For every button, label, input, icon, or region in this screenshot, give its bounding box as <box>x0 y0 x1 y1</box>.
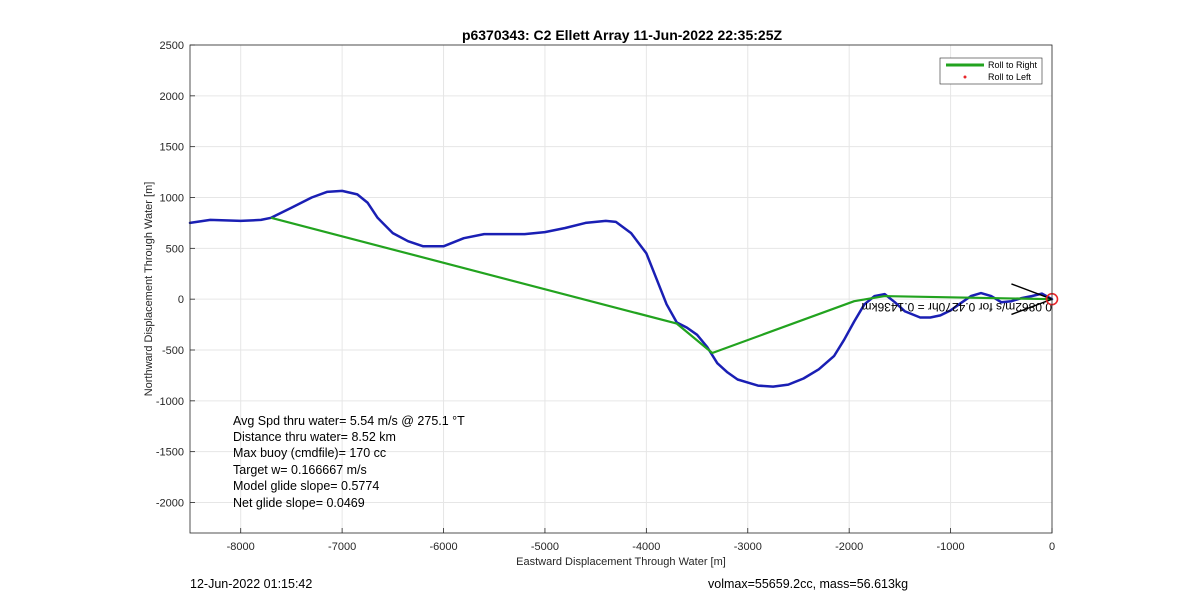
y-tick-label: -2000 <box>156 498 184 510</box>
chart-title: p6370343: C2 Ellett Array 11-Jun-2022 22… <box>462 27 783 43</box>
legend-label-roll-right: Roll to Right <box>988 60 1038 70</box>
tick-layer: -8000 -7000 -6000 -5000 -4000 -3000 -2000 -1000… <box>156 40 1055 553</box>
y-tick-label: -500 <box>162 345 184 357</box>
y-tick-label: 0 <box>178 294 184 306</box>
y-tick-label: 2500 <box>160 40 184 52</box>
x-tick-label: 0 <box>1049 541 1055 553</box>
arrow-line <box>1011 298 1053 316</box>
data-layer: 0.0862m/s for 0.4270hr = 0.1436km <box>188 189 1059 388</box>
legend: Roll to Right Roll to Left <box>939 57 1043 85</box>
stats-block: Avg Spd thru water= 5.54 m/s @ 275.1 °T … <box>233 414 465 510</box>
x-tick-label: -2000 <box>835 541 863 553</box>
x-axis-label: Eastward Displacement Through Water [m] <box>516 556 726 568</box>
y-tick-label: 1500 <box>160 142 184 154</box>
stat-model-glide: Model glide slope= 0.5774 <box>233 479 379 493</box>
roll-right-line <box>270 216 1053 355</box>
y-tick-label: -1500 <box>156 447 184 459</box>
x-tick-label: -6000 <box>429 541 457 553</box>
legend-dot-swatch <box>963 75 967 79</box>
footer-mass-info: volmax=55659.2cc, mass=56.613kg <box>708 577 908 591</box>
stat-target-w: Target w= 0.166667 m/s <box>233 463 367 477</box>
x-tick-label: -5000 <box>531 541 559 553</box>
plot-frame <box>189 44 1053 534</box>
x-tick-label: -8000 <box>227 541 255 553</box>
stat-max-buoy: Max buoy (cmdfile)= 170 cc <box>233 446 386 460</box>
stat-distance: Distance thru water= 8.52 km <box>233 430 396 444</box>
y-tick-label: 2000 <box>160 91 184 103</box>
x-tick-label: -4000 <box>632 541 660 553</box>
x-tick-label: -3000 <box>734 541 762 553</box>
footer-timestamp: 12-Jun-2022 01:15:42 <box>190 577 312 591</box>
y-tick-label: 1000 <box>160 193 184 205</box>
legend-box <box>939 57 1043 85</box>
x-tick-label: -7000 <box>328 541 356 553</box>
current-estimate-label: 0.0862m/s for 0.4270hr = 0.1436km <box>862 300 1052 314</box>
y-tick-label: -1000 <box>156 396 184 408</box>
arrow-line <box>1011 283 1053 300</box>
stat-net-glide: Net glide slope= 0.0469 <box>233 496 365 510</box>
y-tick-label: 500 <box>166 243 184 255</box>
legend-label-roll-left: Roll to Left <box>988 72 1032 82</box>
stat-avg-speed: Avg Spd thru water= 5.54 m/s @ 275.1 °T <box>233 414 465 428</box>
x-tick-label: -1000 <box>937 541 965 553</box>
trajectory-line <box>188 189 1054 388</box>
y-axis-label: Northward Displacement Through Water [m] <box>143 182 155 397</box>
